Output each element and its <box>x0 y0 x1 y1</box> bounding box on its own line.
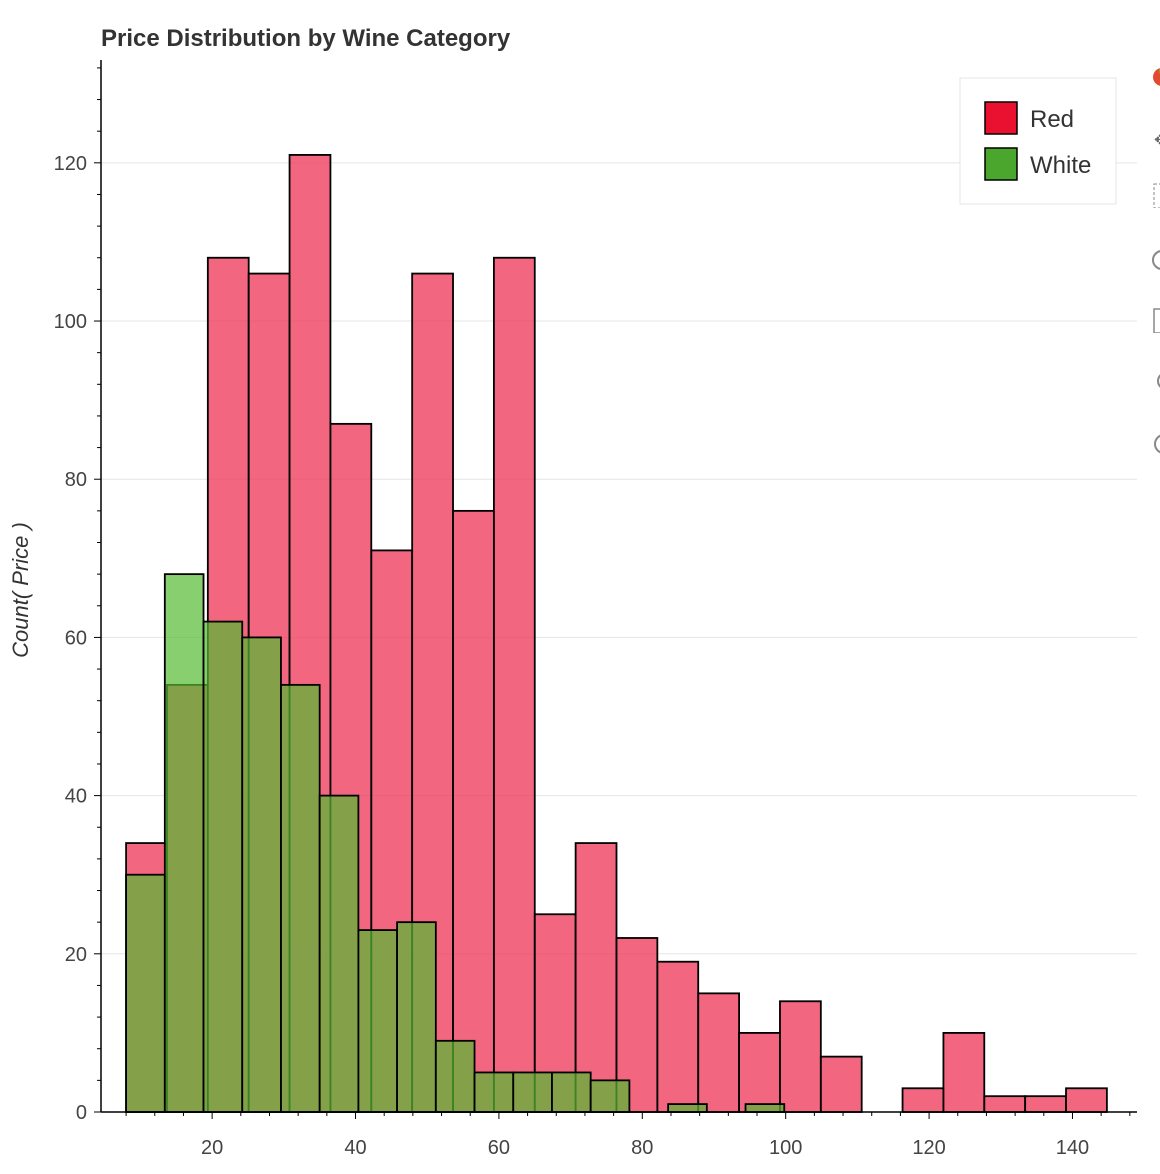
legend-box <box>959 77 1117 205</box>
bar-red <box>1024 1095 1067 1113</box>
bar-white <box>357 929 399 1113</box>
white-series-bars <box>125 573 786 1113</box>
bar-white <box>434 1039 476 1113</box>
y-tick-label: 0 <box>76 1102 87 1124</box>
bar-red <box>983 1095 1027 1113</box>
axes: 0 20 40 60 80 100 120 20 40 60 80 100 120 140 <box>54 60 1137 1159</box>
x-tick-label: 40 <box>344 1137 366 1159</box>
chart-toolbar: ✥ <box>1140 0 1160 460</box>
bar-white <box>473 1071 515 1113</box>
legend-swatch-white <box>984 147 1018 181</box>
bar-red <box>779 1000 822 1113</box>
bar-white <box>589 1079 631 1113</box>
bar-white <box>744 1103 786 1113</box>
y-tick-label: 40 <box>65 786 87 808</box>
bar-white <box>667 1103 708 1113</box>
y-tick-label: 60 <box>65 627 87 649</box>
legend-label-red: Red <box>1030 106 1074 133</box>
y-tick-label: 120 <box>54 153 87 175</box>
bar-white <box>551 1071 592 1113</box>
pan-icon[interactable]: ✥ <box>1140 112 1160 152</box>
bar-white <box>202 620 244 1113</box>
bar-red <box>901 1087 945 1113</box>
box-zoom-icon[interactable] <box>1140 170 1160 210</box>
x-tick-label: 20 <box>201 1137 223 1159</box>
box-select-icon[interactable] <box>1140 295 1160 335</box>
bar-white <box>241 636 282 1113</box>
legend-swatch-red <box>984 101 1018 135</box>
bar-red <box>697 992 740 1113</box>
bokeh-logo-icon[interactable] <box>1140 55 1160 95</box>
y-axis-label: Count( Price ) <box>8 522 33 658</box>
bar-white <box>280 683 321 1113</box>
x-tick-label: 60 <box>488 1137 510 1159</box>
y-tick-label: 80 <box>65 469 87 491</box>
x-tick-label: 120 <box>912 1137 945 1159</box>
y-tick-label: 100 <box>54 311 87 333</box>
bar-red <box>942 1032 986 1113</box>
bar-red <box>574 842 618 1113</box>
y-tick-label: 20 <box>65 944 87 966</box>
svg-text:✥: ✥ <box>1154 130 1160 150</box>
x-tick-label: 140 <box>1056 1137 1089 1159</box>
bar-red <box>738 1032 781 1113</box>
bar-white <box>125 873 166 1113</box>
legend: Red White <box>959 77 1117 205</box>
wheel-zoom-icon[interactable] <box>1140 232 1160 272</box>
reset-icon[interactable] <box>1140 355 1160 395</box>
chart-title: Price Distribution by Wine Category <box>101 25 511 52</box>
legend-label-white: White <box>1030 152 1091 179</box>
bar-red <box>819 1055 863 1113</box>
bar-white <box>512 1071 553 1113</box>
x-tick-label: 100 <box>769 1137 802 1159</box>
help-icon[interactable] <box>1140 418 1160 458</box>
bar-red <box>656 960 700 1113</box>
bar-white <box>163 573 205 1113</box>
bar-red <box>452 509 495 1113</box>
bar-red <box>492 256 536 1113</box>
bar-white <box>396 921 437 1113</box>
bar-red <box>1065 1087 1108 1113</box>
x-tick-label: 80 <box>631 1137 653 1159</box>
bar-white <box>318 794 360 1113</box>
